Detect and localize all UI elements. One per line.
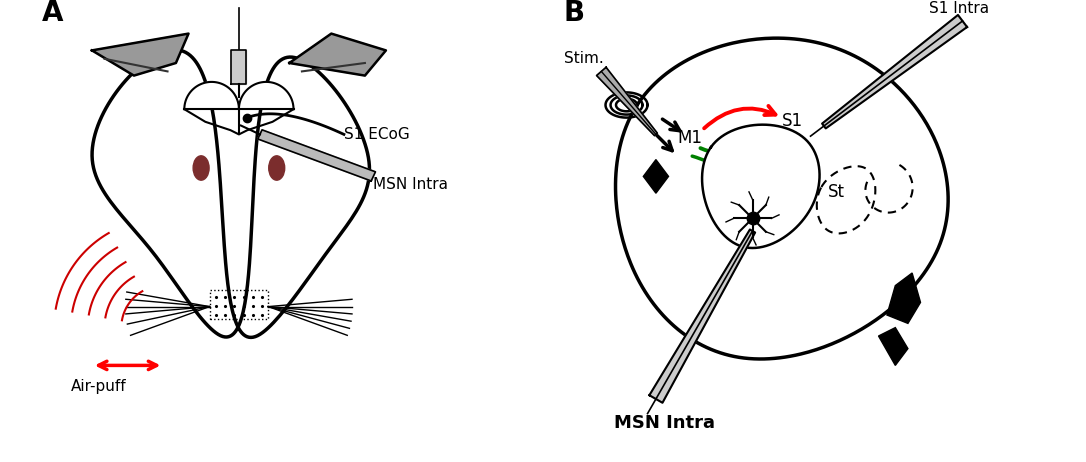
Text: MSN Intra: MSN Intra <box>614 414 715 432</box>
Polygon shape <box>92 50 374 344</box>
Polygon shape <box>185 82 293 109</box>
Polygon shape <box>92 50 369 337</box>
Polygon shape <box>879 328 908 365</box>
Text: St: St <box>829 183 845 201</box>
Polygon shape <box>257 130 376 181</box>
Text: S1 Intra: S1 Intra <box>205 0 265 3</box>
Polygon shape <box>649 230 755 403</box>
Text: Stim.: Stim. <box>564 51 603 66</box>
Text: A: A <box>41 0 63 27</box>
Polygon shape <box>289 34 386 76</box>
Polygon shape <box>616 38 948 359</box>
Text: MSN Intra: MSN Intra <box>374 177 449 192</box>
Polygon shape <box>702 125 820 248</box>
Text: Air-puff: Air-puff <box>71 378 127 394</box>
Text: M1: M1 <box>677 129 702 147</box>
Polygon shape <box>92 34 189 76</box>
Ellipse shape <box>268 156 285 180</box>
Polygon shape <box>822 15 968 128</box>
Text: S1 ECoG: S1 ECoG <box>344 127 409 141</box>
Polygon shape <box>596 67 657 136</box>
Polygon shape <box>817 166 875 233</box>
Polygon shape <box>231 50 247 84</box>
Polygon shape <box>887 273 921 323</box>
Text: B: B <box>564 0 584 27</box>
Text: S1: S1 <box>782 112 803 130</box>
Polygon shape <box>643 159 669 193</box>
Ellipse shape <box>193 156 210 180</box>
Text: S1 Intra: S1 Intra <box>929 0 989 16</box>
